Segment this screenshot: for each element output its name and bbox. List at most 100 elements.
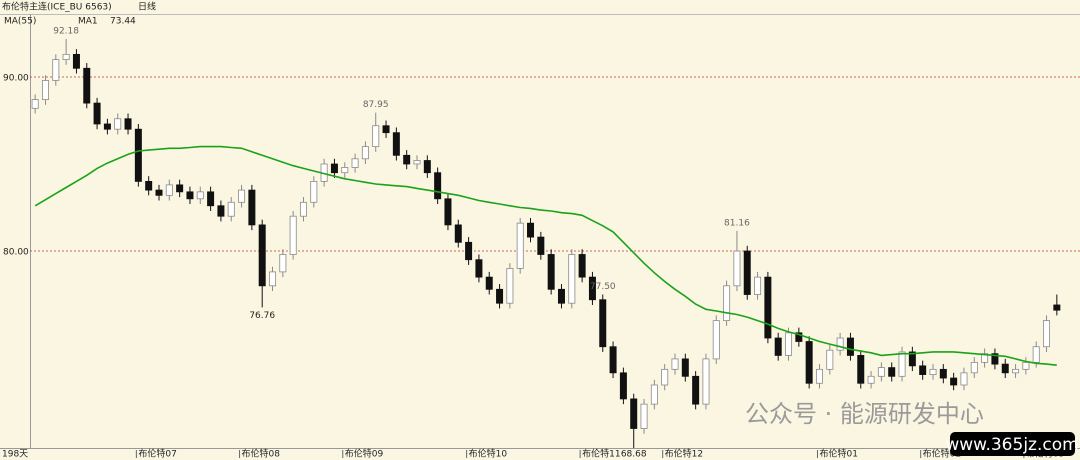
candle-body (527, 222, 535, 238)
x-tick-label: 布伦特08 (242, 448, 281, 460)
candle-body (919, 365, 927, 375)
candle-body (496, 288, 504, 304)
candle-body (165, 184, 173, 196)
watermark-text: 公众号 · 能源研发中心 (745, 400, 984, 428)
candle-body (857, 355, 865, 384)
x-tick-label: 布伦特10 (469, 448, 508, 460)
candle-body (547, 254, 555, 290)
candle-body (465, 241, 473, 261)
candle-body (516, 222, 524, 269)
candle-body (485, 276, 493, 290)
candle-body (640, 403, 648, 429)
candle-body (1043, 320, 1051, 348)
chart-title: 布伦特主连(ICE_BU 6563) (2, 1, 112, 13)
candle-body (62, 53, 70, 60)
y-tick-label: 80.00 (3, 248, 29, 258)
candle-body (774, 337, 782, 356)
candle-body (93, 102, 101, 125)
candle-body (52, 59, 60, 81)
ma-line (34, 145, 1057, 366)
candle-body (754, 276, 762, 295)
extreme-label: 87.95 (363, 100, 389, 110)
candle-body (41, 80, 49, 101)
candle-body (661, 368, 669, 386)
candle-body (568, 254, 576, 304)
candle-body (888, 367, 896, 377)
candle-body (702, 358, 710, 405)
watermark-site-box (950, 432, 1075, 456)
candle-body (743, 250, 751, 295)
candle-body (413, 160, 421, 165)
candle-body (1022, 361, 1030, 370)
candle-body (723, 285, 731, 322)
candle-body (671, 358, 679, 370)
candle-body (785, 332, 793, 356)
candle-body (712, 320, 720, 360)
extreme-label: 77.50 (590, 282, 616, 292)
candle-body (960, 372, 968, 386)
candle-body (279, 254, 287, 273)
candle-body (681, 358, 689, 377)
x-tick-label: 布伦特11 (582, 448, 620, 460)
ma-legend-name: MA1 (78, 17, 98, 27)
candle-body (289, 215, 297, 255)
candle-body (764, 276, 772, 339)
candle-body (299, 201, 307, 217)
x-tick-label: 布伦特09 (345, 448, 384, 460)
candle-body (1012, 368, 1020, 374)
x-tick-label: 布伦特01 (819, 448, 857, 460)
candle-body (382, 125, 390, 134)
candle-body (207, 191, 215, 207)
candle-body (145, 181, 153, 191)
candle-body (217, 205, 225, 217)
candle-body (351, 158, 359, 168)
candle-body (155, 189, 163, 196)
extreme-label: 81.16 (724, 218, 750, 228)
candle-body (939, 368, 947, 379)
candle-body (908, 351, 916, 367)
candle-body (609, 346, 617, 374)
candle-body (423, 160, 431, 174)
extreme-label: 76.76 (249, 311, 275, 321)
candle-body (630, 398, 638, 429)
candle-body (1053, 304, 1061, 311)
candle-body (805, 341, 813, 384)
candle-body (557, 288, 565, 304)
candle-body (444, 198, 452, 226)
bar-count: 198天 (2, 450, 28, 460)
candle-body (330, 163, 338, 174)
candle-body (836, 337, 844, 351)
candle-body (176, 184, 184, 193)
candle-body (846, 337, 854, 356)
candle-body (341, 167, 349, 174)
candle-body (578, 254, 586, 278)
candle-body (124, 118, 132, 130)
candle-body (392, 132, 400, 156)
candle-body (454, 224, 462, 243)
x-tick-label: 布伦特12 (665, 448, 703, 460)
candle-body (826, 349, 834, 370)
candle-body (692, 375, 700, 405)
candle-body (372, 125, 380, 147)
candle-body (269, 271, 277, 287)
candle-body (950, 377, 958, 386)
candle-body (650, 384, 658, 405)
candle-body (72, 53, 80, 69)
indicator-label[interactable]: MA(55) (4, 17, 36, 27)
candle-body (815, 368, 823, 384)
candle-body (1001, 363, 1009, 374)
watermark-site: www.365jz.com (945, 435, 1078, 455)
candle-body (898, 351, 906, 377)
ma-legend-value: 73.44 (110, 17, 136, 27)
candle-body (83, 67, 91, 104)
candle-body (506, 268, 514, 304)
period-selector[interactable]: 日线 (138, 1, 156, 13)
candle-body (537, 236, 545, 255)
candle-body (114, 118, 122, 130)
x-tick-label: 布伦特07 (138, 448, 176, 460)
candle-body (31, 99, 39, 109)
candle-body (795, 332, 803, 342)
extreme-label: 92.18 (53, 27, 79, 37)
